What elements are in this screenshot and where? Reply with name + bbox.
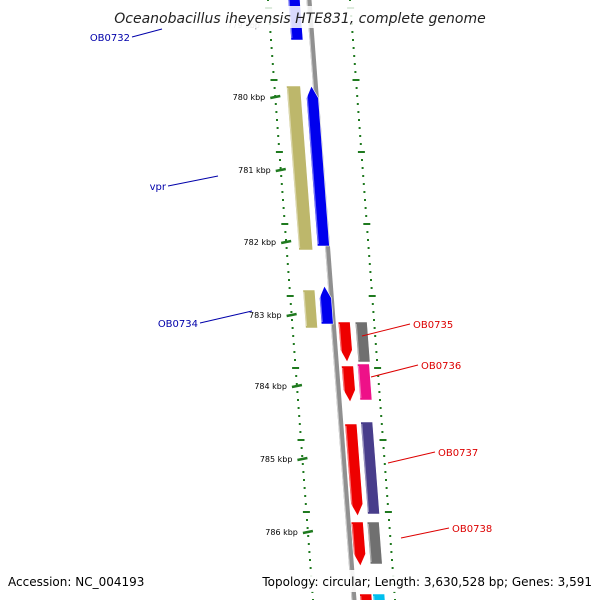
- cds-ob0734: [319, 285, 334, 325]
- tick-label: 780 kbp: [233, 93, 266, 102]
- cds-ob0734-khaki-highlight: [303, 291, 308, 327]
- label-ob0737-leader: [387, 451, 436, 464]
- major-tick-mark: [280, 239, 292, 245]
- cds-vpr: [306, 85, 330, 247]
- major-tick-mark: [302, 529, 314, 535]
- cds-ob0734-highlight: [319, 287, 323, 323]
- label-vpr-leader: [167, 175, 219, 187]
- genome-summary-text: Topology: circular; Length: 3,630,528 bp…: [261, 575, 592, 589]
- major-tick-mark: [291, 383, 303, 389]
- footer-background: [0, 570, 600, 592]
- cds-vpr-khaki-highlight: [287, 87, 301, 249]
- cds-ob0736-magenta-highlight: [357, 365, 362, 399]
- cds-ob0738: [350, 521, 366, 567]
- cds-ob0738-gray-highlight: [367, 523, 372, 563]
- tick-label: 785 kbp: [260, 455, 293, 464]
- tick-label: 783 kbp: [249, 311, 282, 320]
- tick-label: 784 kbp: [254, 382, 287, 391]
- label-ob0736: OB0736: [421, 361, 461, 372]
- label-ob0736-leader: [370, 364, 419, 378]
- label-ob0732: OB0732: [90, 33, 130, 44]
- cds-vpr-khaki: [286, 85, 314, 251]
- cds-bottom-cyan-highlight: [373, 595, 375, 600]
- cds-bottom-cyan: [372, 593, 386, 600]
- map-title: Oceanobacillus iheyensis HTE831, complet…: [114, 11, 485, 27]
- label-ob0735: OB0735: [413, 320, 453, 331]
- major-tick-mark: [286, 312, 297, 318]
- cds-bottom-red: [359, 593, 373, 600]
- cds-ob0734-khaki: [302, 289, 318, 329]
- cds-ob0738-highlight: [351, 523, 356, 565]
- accession-text: Accession: NC_004193: [8, 575, 144, 589]
- cds-ob0736: [341, 365, 356, 403]
- cds-ob0735: [337, 321, 353, 363]
- tick-label: 786 kbp: [265, 528, 298, 537]
- label-ob0738-leader: [400, 527, 450, 539]
- title-background: [110, 6, 490, 28]
- tick-label: 781 kbp: [238, 166, 271, 175]
- cds-ob0735-highlight: [338, 323, 343, 361]
- cds-ob0735-gray-highlight: [355, 323, 360, 361]
- label-ob0734: OB0734: [158, 319, 198, 330]
- tick-label: 782 kbp: [244, 238, 277, 247]
- label-ob0732-leader: [131, 28, 163, 38]
- cds-bottom-red-highlight: [360, 595, 362, 600]
- cds-ob0736-magenta: [356, 363, 373, 401]
- major-tick-mark: [270, 94, 281, 100]
- gene-labels: OB0732 vpr OB0734 OB0735 OB0736 OB0737 OB0738: [90, 28, 492, 539]
- cds-ob0737-slate-highlight: [361, 423, 369, 513]
- label-ob0738: OB0738: [452, 524, 492, 535]
- cds-ob0737-slate: [360, 421, 380, 515]
- label-ob0737: OB0737: [438, 448, 478, 459]
- cds-vpr-highlight: [306, 87, 319, 245]
- cds-ob0735-gray: [354, 321, 371, 363]
- label-ob0735-leader: [361, 323, 411, 337]
- cds-ob0737: [344, 423, 364, 517]
- major-tick-mark: [275, 167, 286, 173]
- gene-features: [286, 0, 386, 600]
- cds-ob0737-highlight: [345, 425, 354, 515]
- label-ob0734-leader: [199, 310, 253, 324]
- cds-ob0736-highlight: [342, 367, 346, 401]
- cds-ob0738-gray: [366, 521, 383, 565]
- major-tick-mark: [297, 456, 308, 462]
- label-vpr: vpr: [150, 182, 167, 193]
